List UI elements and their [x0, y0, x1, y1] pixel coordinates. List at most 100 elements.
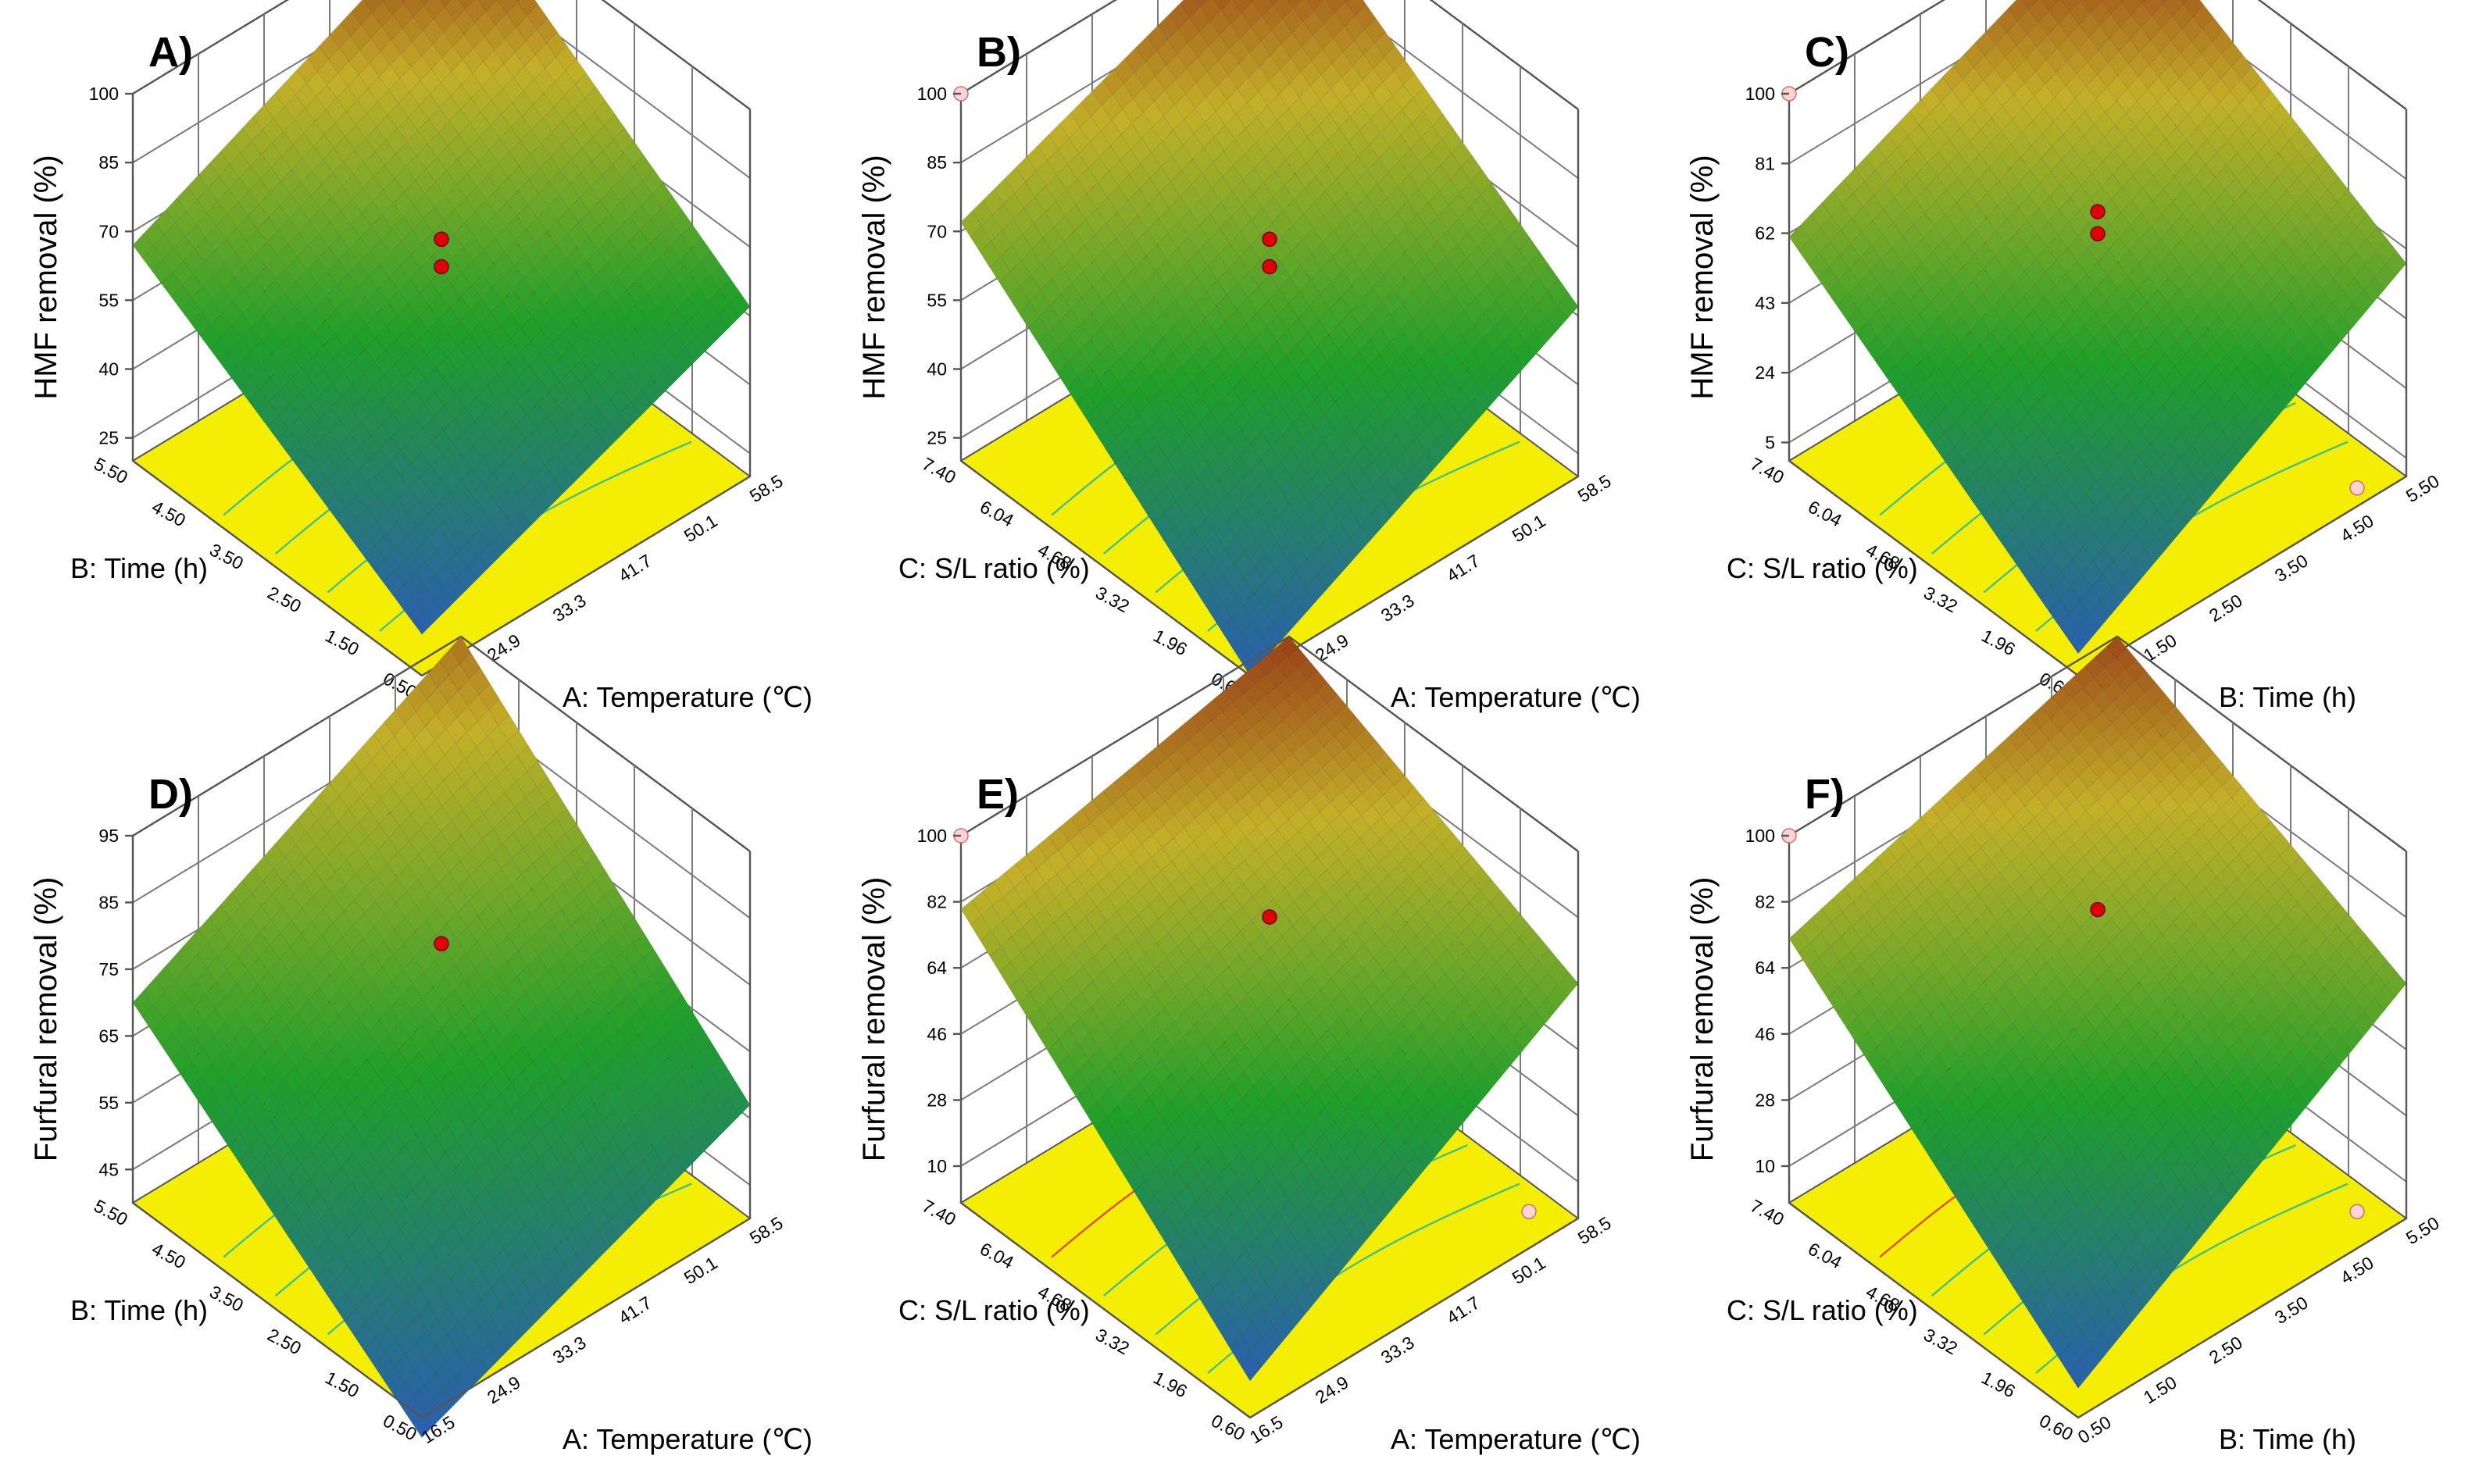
z-axis-title: HMF removal (%): [1685, 155, 1720, 399]
right-axis-title: A: Temperature (℃): [1391, 681, 1641, 713]
panel-label: E): [977, 771, 1019, 818]
right-axis-title: B: Time (h): [2219, 681, 2356, 713]
design-point: [434, 232, 448, 246]
left-axis-title: C: S/L ratio (%): [898, 552, 1090, 584]
surface-plot-svg: 45556575859516.524.933.341.750.158.50.50…: [0, 742, 828, 1484]
design-point: [2091, 205, 2105, 219]
z-tick-label: 85: [98, 152, 119, 173]
z-tick-label: 70: [927, 221, 947, 241]
z-tick-label: 62: [1755, 223, 1775, 244]
right-axis-tick-label: 5.50: [2402, 470, 2443, 506]
left-axis-title: C: S/L ratio (%): [1727, 552, 1918, 584]
right-axis-title: A: Temperature (℃): [1391, 1423, 1641, 1455]
z-tick-label: 40: [98, 359, 119, 380]
z-axis-title: Furfural removal (%): [29, 877, 63, 1162]
design-point: [434, 260, 448, 274]
left-axis-title: B: Time (h): [70, 1294, 208, 1326]
z-tick-label: 25: [98, 428, 119, 448]
panel-label: B): [977, 29, 1021, 76]
left-axis-tick-label: 7.40: [1747, 453, 1788, 487]
z-tick-label: 55: [98, 1093, 119, 1113]
z-tick-label: 85: [98, 892, 119, 912]
left-axis-tick-label: 2.50: [264, 1324, 305, 1358]
left-axis-tick-label: 6.04: [977, 496, 1017, 530]
right-axis-tick-label: 58.5: [1574, 470, 1615, 506]
left-axis-tick-label: 6.04: [977, 1238, 1017, 1272]
z-tick-label: 100: [1745, 84, 1775, 104]
surface-plot-svg: 254055708510016.524.933.341.750.158.50.5…: [0, 0, 828, 742]
z-tick-label: 46: [927, 1024, 947, 1044]
left-axis-title: B: Time (h): [70, 552, 208, 584]
left-axis-tick-label: 3.50: [206, 1281, 247, 1315]
left-axis-tick-label: 5.50: [91, 453, 131, 487]
z-tick-label: 40: [927, 359, 947, 380]
left-axis-tick-label: 3.32: [1092, 582, 1133, 616]
design-point: [434, 936, 448, 951]
panel-label: A): [148, 29, 193, 76]
z-tick-label: 25: [927, 428, 947, 448]
left-axis-tick-label: 4.50: [148, 1238, 189, 1272]
z-tick-label: 28: [927, 1090, 947, 1110]
z-tick-label: 82: [927, 892, 947, 912]
z-tick-label: 55: [927, 290, 947, 310]
left-axis-tick-label: 6.04: [1805, 496, 1845, 530]
left-axis-title: C: S/L ratio (%): [898, 1294, 1090, 1326]
left-axis-tick-label: 1.96: [1150, 1367, 1191, 1401]
left-axis-tick-label: 2.50: [264, 582, 305, 616]
surface-plot-panel: 5244362811000.501.502.503.504.505.500.60…: [1656, 0, 2484, 742]
z-tick-label: 100: [89, 84, 119, 104]
panel-label: C): [1805, 29, 1849, 76]
response-surface: [133, 0, 750, 634]
right-axis-tick-label: 58.5: [746, 470, 787, 506]
surface-plot-svg: 5244362811000.501.502.503.504.505.500.60…: [1656, 0, 2484, 742]
z-tick-label: 65: [98, 1026, 119, 1046]
z-tick-label: 100: [917, 826, 947, 846]
z-tick-label: 24: [1755, 362, 1775, 383]
right-axis-tick-label: 58.5: [746, 1212, 787, 1248]
z-tick-label: 75: [98, 959, 119, 979]
z-tick-label: 5: [1765, 433, 1775, 453]
design-point: [1263, 910, 1277, 924]
surface-plot-panel: 254055708510016.524.933.341.750.158.50.6…: [828, 0, 1656, 742]
z-axis-title: Furfural removal (%): [857, 877, 891, 1162]
z-tick-label: 95: [98, 826, 119, 846]
surface-plot-svg: 102846648210016.524.933.341.750.158.50.6…: [828, 742, 1656, 1484]
left-axis-tick-label: 1.50: [322, 625, 363, 659]
left-axis-tick-label: 1.96: [1978, 625, 2019, 659]
z-tick-label: 55: [98, 290, 119, 310]
surface-plot-svg: 10284664821000.501.502.503.504.505.500.6…: [1656, 742, 2484, 1484]
z-tick-label: 45: [98, 1159, 119, 1179]
design-point: [2091, 227, 2105, 241]
z-axis-title: HMF removal (%): [857, 155, 891, 399]
left-axis-tick-label: 7.40: [919, 453, 959, 487]
z-tick-label: 10: [927, 1156, 947, 1176]
z-axis-title: HMF removal (%): [29, 155, 63, 399]
z-tick-label: 81: [1755, 153, 1775, 173]
z-tick-label: 85: [927, 152, 947, 173]
right-axis-title: A: Temperature (℃): [563, 1423, 813, 1455]
left-axis-tick-label: 3.32: [1920, 582, 1961, 616]
right-axis-tick-label: 58.5: [1574, 1212, 1615, 1248]
design-point: [2350, 481, 2364, 495]
left-axis-tick-label: 3.32: [1092, 1324, 1133, 1358]
panel-label: D): [148, 771, 193, 818]
design-point: [1263, 260, 1277, 274]
right-axis-title: A: Temperature (℃): [563, 681, 813, 713]
surface-plot-svg: 254055708510016.524.933.341.750.158.50.6…: [828, 0, 1656, 742]
design-point: [1522, 1204, 1536, 1218]
design-point: [1263, 232, 1277, 246]
z-tick-label: 64: [927, 958, 947, 978]
z-tick-label: 70: [98, 221, 119, 241]
left-axis-tick-label: 1.50: [322, 1367, 363, 1401]
response-surface: [133, 637, 750, 1438]
surface-plot-panel: 254055708510016.524.933.341.750.158.50.5…: [0, 0, 828, 742]
z-tick-label: 43: [1755, 293, 1775, 313]
left-axis-tick-label: 4.50: [148, 496, 189, 530]
left-axis-tick-label: 5.50: [91, 1195, 131, 1229]
left-axis-tick-label: 3.50: [206, 539, 247, 573]
z-tick-label: 100: [917, 84, 947, 104]
